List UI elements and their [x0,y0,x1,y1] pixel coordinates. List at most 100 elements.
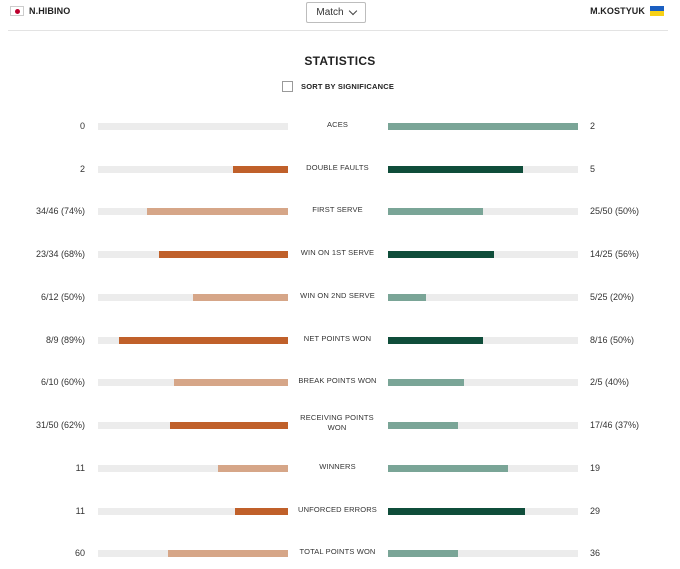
left-stat-value: 34/46 (74%) [35,206,85,216]
right-stat-value: 25/50 (50%) [590,206,640,216]
left-stat-bar [98,508,288,515]
left-stat-value: 31/50 (62%) [35,420,85,430]
left-stat-bar-fill [193,294,288,301]
right-stat-value: 5 [590,164,596,174]
left-stat-bar [98,123,288,130]
chevron-down-icon [348,6,357,16]
stat-row: 23/34 (68%) WIN ON 1ST SERVE 14/25 (56%) [0,241,680,267]
stat-label: WINNERS [319,462,356,471]
right-stat-bar [388,379,578,386]
left-stat-bar [98,465,288,472]
left-stat-bar [98,550,288,557]
stat-label: BREAK POINTS WON [298,376,377,385]
right-stat-bar [388,123,578,130]
right-stat-bar-fill [388,337,483,344]
stat-label: TOTAL POINTS WON [299,547,376,556]
right-stat-bar [388,208,578,215]
left-player-name: N.HIBINO [29,6,71,16]
left-stat-value: 11 [75,506,85,516]
stat-row: 0 ACES 2 [0,113,680,139]
sort-checkbox[interactable] [282,81,293,92]
stat-row: 31/50 (62%) RECEIVING POINTS WON 17/46 (37… [0,412,680,438]
right-stat-bar-fill [388,422,459,429]
stat-label: WIN ON 1ST SERVE [300,248,375,257]
right-stat-value: 17/46 (37%) [590,420,640,430]
right-stat-value: 36 [590,548,601,558]
stat-label: UNFORCED ERRORS [298,505,377,514]
right-stat-bar-fill [388,379,464,386]
stat-row: 11 UNFORCED ERRORS 29 [0,498,680,524]
japan-flag-icon [10,6,24,16]
left-stat-bar-fill [174,379,288,386]
right-stat-value: 29 [590,506,601,516]
left-stat-bar [98,422,288,429]
left-stat-bar-fill [170,422,288,429]
stat-label: FIRST SERVE [312,205,363,214]
right-stat-bar-fill [388,508,525,515]
right-stat-value: 2/5 (40%) [590,377,630,387]
right-stat-bar [388,251,578,258]
right-stat-bar [388,422,578,429]
left-stat-bar-fill [147,208,288,215]
left-stat-bar-fill [158,251,288,258]
right-stat-bar [388,337,578,344]
stat-row: 11 WINNERS 19 [0,455,680,481]
left-stat-bar [98,208,288,215]
right-stat-bar-fill [388,294,426,301]
right-stat-bar [388,550,578,557]
header-divider [8,30,668,31]
right-stat-value: 5/25 (20%) [590,292,635,302]
right-stat-bar [388,465,578,472]
right-stat-value: 14/25 (56%) [590,249,640,259]
page-title: STATISTICS [304,54,376,68]
left-stat-bar-fill [232,166,288,173]
right-stat-value: 19 [590,463,601,473]
left-stat-value: 11 [75,463,85,473]
stat-label: WIN ON 2ND SERVE [300,291,375,300]
right-stat-bar [388,508,578,515]
right-stat-value: 8/16 (50%) [590,335,635,345]
right-stat-bar [388,166,578,173]
left-stat-bar-fill [168,550,288,557]
left-stat-bar [98,294,288,301]
left-stat-value: 23/34 (68%) [35,249,85,259]
right-stat-bar-fill [388,550,459,557]
left-stat-value: 8/9 (89%) [45,335,85,345]
ukraine-flag-icon [650,6,664,16]
stat-label: ACES [326,120,349,129]
stat-row: 34/46 (74%) FIRST SERVE 25/50 (50%) [0,198,680,224]
right-stat-bar [388,294,578,301]
left-stat-bar [98,379,288,386]
stat-row: 2 DOUBLE FAULTS 5 [0,156,680,182]
sort-by-significance-toggle[interactable]: SORT BY SIGNIFICANCE [282,81,394,92]
right-player-name: M.KOSTYUK [590,6,645,16]
right-stat-bar-fill [388,251,495,258]
left-stat-value: 60 [74,548,85,558]
stat-row: 6/12 (50%) WIN ON 2ND SERVE 5/25 (20%) [0,284,680,310]
left-stat-bar-fill [217,465,288,472]
right-stat-bar-fill [388,166,523,173]
stat-label: DOUBLE FAULTS [306,163,369,172]
left-stat-bar [98,337,288,344]
stat-row: 8/9 (89%) NET POINTS WON 8/16 (50%) [0,327,680,353]
stat-row: 6/10 (60%) BREAK POINTS WON 2/5 (40%) [0,369,680,395]
dropdown-selected-value: Match [316,7,344,18]
right-stat-bar-fill [388,465,508,472]
sort-label: SORT BY SIGNIFICANCE [301,82,395,91]
left-stat-bar-fill [234,508,288,515]
right-player: M.KOSTYUK [590,6,664,16]
right-stat-value: 2 [590,121,596,131]
stat-label: RECEIVING POINTS WON [300,413,374,433]
match-period-dropdown[interactable]: Match [306,2,366,23]
stat-label: NET POINTS WON [303,334,372,343]
left-stat-bar [98,251,288,258]
match-header: N.HIBINO Match M.KOSTYUK [0,0,680,30]
left-stat-value: 6/10 (60%) [40,377,85,387]
left-stat-value: 2 [79,164,85,174]
left-stat-bar-fill [118,337,288,344]
left-stat-value: 0 [79,121,85,131]
left-stat-value: 6/12 (50%) [40,292,85,302]
stat-row: 60 TOTAL POINTS WON 36 [0,540,680,566]
left-player: N.HIBINO [10,6,70,16]
right-stat-bar-fill [388,208,483,215]
